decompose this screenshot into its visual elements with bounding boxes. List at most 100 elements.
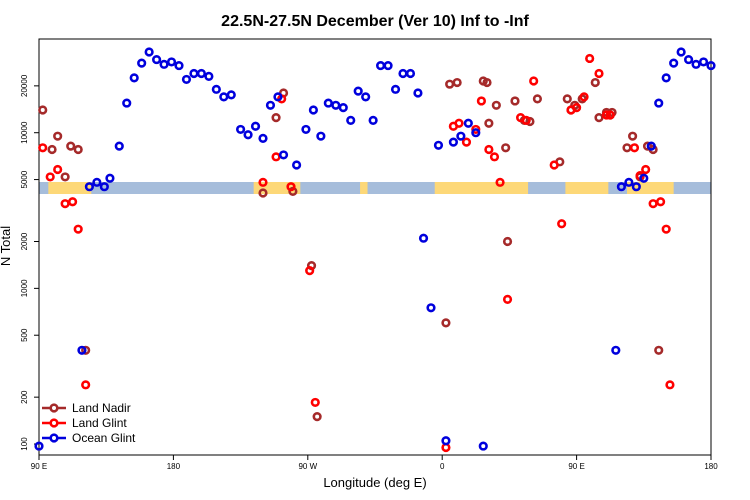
point-ocean-glint — [265, 100, 276, 110]
y-tick-label: 10000 — [20, 121, 29, 144]
point-ocean-glint — [34, 441, 44, 451]
point-land-glint — [484, 144, 494, 155]
point-ocean-glint — [84, 182, 94, 192]
point-land-glint — [571, 102, 582, 113]
point-ocean-glint — [338, 102, 348, 113]
point-land-glint — [495, 177, 505, 187]
point-ocean-glint — [308, 105, 319, 115]
plot-frame — [38, 38, 712, 456]
point-land-glint — [585, 53, 595, 64]
point-ocean-glint — [174, 60, 184, 71]
x-tick-label: 90 E — [31, 462, 47, 471]
point-land-nadir — [501, 143, 511, 153]
point-land-nadir — [482, 77, 492, 88]
y-axis-ticks: 100 200 500 1000 2000 5000 10000 20000 — [20, 74, 39, 451]
map-strip-land — [360, 182, 368, 194]
point-land-glint — [67, 197, 78, 207]
point-land-nadir — [312, 412, 322, 422]
map-strip-land — [565, 182, 609, 194]
point-ocean-glint — [236, 124, 246, 135]
point-ocean-glint — [661, 73, 671, 83]
legend-label: Land Glint — [72, 416, 127, 430]
point-land-nadir — [258, 188, 268, 198]
point-land-glint — [529, 76, 539, 86]
point-land-nadir — [654, 345, 664, 355]
point-land-glint — [521, 115, 531, 125]
point-ocean-glint — [159, 59, 169, 69]
point-land-glint — [454, 118, 464, 128]
point-land-nadir — [452, 77, 462, 88]
point-land-glint — [471, 124, 481, 135]
point-ocean-glint — [323, 98, 333, 108]
point-ocean-glint — [219, 92, 229, 102]
point-ocean-glint — [624, 177, 634, 187]
point-land-nadir — [81, 345, 91, 355]
point-land-nadir — [484, 118, 494, 128]
point-land-glint — [489, 152, 500, 162]
point-ocean-glint — [683, 54, 694, 65]
point-land-nadir — [53, 131, 63, 141]
point-ocean-glint — [346, 115, 356, 125]
point-ocean-glint — [456, 131, 466, 141]
point-ocean-glint — [226, 90, 236, 100]
point-ocean-glint — [639, 173, 649, 183]
point-land-glint — [45, 172, 55, 182]
point-ocean-glint — [292, 160, 302, 170]
point-ocean-glint — [433, 140, 444, 150]
point-ocean-glint — [211, 84, 221, 94]
point-ocean-glint — [441, 436, 451, 446]
point-ocean-glint — [478, 441, 488, 451]
point-ocean-glint — [204, 71, 214, 82]
point-ocean-glint — [278, 150, 289, 160]
point-ocean-glint — [243, 130, 253, 140]
x-tick-label: 90 W — [298, 462, 317, 471]
point-land-nadir — [491, 100, 501, 110]
y-tick-label: 200 — [20, 390, 29, 404]
point-ocean-glint — [99, 182, 109, 192]
point-ocean-glint — [273, 92, 283, 102]
legend-marker — [49, 433, 59, 443]
point-ocean-glint — [137, 58, 147, 68]
map-strip-land — [48, 182, 92, 194]
point-land-glint — [601, 110, 612, 120]
point-land-glint — [665, 380, 675, 390]
point-land-nadir — [66, 141, 76, 151]
point-land-glint — [81, 380, 91, 390]
point-ocean-glint — [418, 233, 429, 243]
point-ocean-glint — [631, 182, 641, 192]
point-ocean-glint — [122, 98, 132, 108]
legend-label: Land Nadir — [72, 401, 131, 415]
point-land-nadir — [73, 144, 83, 155]
point-ocean-glint — [105, 173, 115, 183]
x-tick-label: 0 — [440, 462, 445, 471]
point-ocean-glint — [383, 60, 393, 71]
point-land-glint — [641, 164, 651, 175]
point-ocean-glint — [196, 68, 206, 79]
point-land-nadir — [532, 94, 543, 104]
y-tick-label: 500 — [20, 328, 29, 342]
point-ocean-glint — [258, 133, 268, 143]
point-ocean-glint — [250, 121, 261, 131]
y-tick-label: 100 — [20, 437, 29, 451]
point-land-glint — [605, 110, 615, 120]
x-axis-label: Longitude (deg E) — [323, 475, 426, 490]
point-ocean-glint — [413, 88, 423, 98]
point-land-nadir — [441, 318, 451, 328]
point-ocean-glint — [129, 73, 139, 83]
point-land-glint — [73, 224, 83, 234]
point-land-glint — [53, 164, 63, 175]
x-tick-label: 180 — [167, 462, 181, 471]
point-ocean-glint — [301, 124, 311, 135]
map-strip-land — [434, 182, 529, 194]
point-ocean-glint — [646, 141, 656, 151]
point-land-nadir — [627, 131, 638, 141]
x-tick-label: 90 E — [568, 462, 584, 471]
point-ocean-glint — [616, 182, 627, 192]
point-ocean-glint — [471, 128, 481, 138]
y-tick-label: 2000 — [20, 232, 29, 250]
y-tick-label: 20000 — [20, 74, 29, 97]
point-ocean-glint — [426, 303, 436, 313]
point-ocean-glint — [463, 118, 473, 128]
